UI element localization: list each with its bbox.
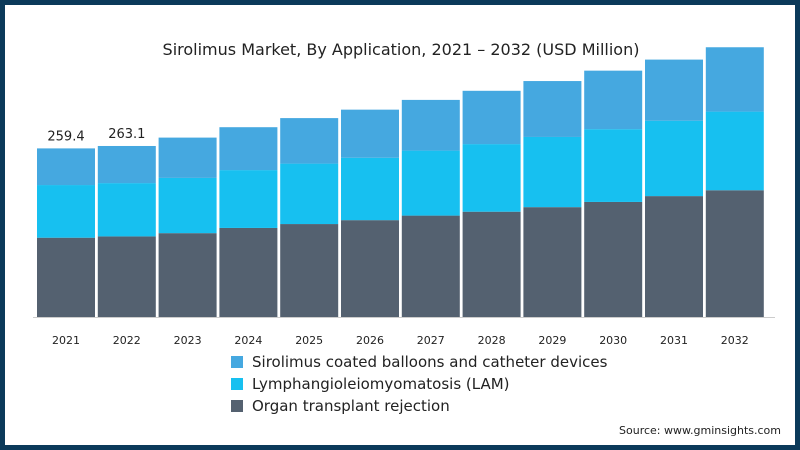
bar-2027-series-0 [401, 215, 460, 317]
bar-2022-series-2 [97, 145, 156, 184]
bar-2030-series-1 [584, 129, 643, 202]
bar-2022-series-0 [97, 236, 156, 317]
legend-label-lam: Lymphangioleiomyomatosis (LAM) [252, 375, 510, 393]
bar-2023-series-2 [158, 137, 217, 178]
bar-2031-series-2 [645, 59, 703, 121]
legend-label-transplant: Organ transplant rejection [252, 397, 450, 415]
bar-2023-series-0 [158, 233, 217, 317]
data-label-2021: 259.4 [47, 129, 84, 144]
bar-2028-series-0 [462, 211, 521, 317]
bar-2027-series-2 [401, 99, 460, 151]
bar-2029-series-1 [523, 136, 582, 208]
bar-2021-series-2 [37, 148, 95, 186]
bar-2026-series-2 [341, 109, 399, 158]
bar-2031-series-0 [645, 196, 703, 317]
chart-frame: Sirolimus Market, By Application, 2021 –… [4, 4, 796, 446]
chart-title: Sirolimus Market, By Application, 2021 –… [162, 40, 640, 59]
bar-2029-series-2 [523, 81, 582, 137]
bars-group [37, 47, 764, 317]
x-tick-2022: 2022 [113, 334, 141, 345]
x-tick-labels-group: 2021 2022 2023 2024 2025 2026 2027 2028 2029 2030… [52, 334, 749, 345]
bar-2021-series-0 [37, 237, 95, 317]
bar-2030-series-0 [584, 201, 643, 317]
legend-item-lam: Lymphangioleiomyomatosis (LAM) [231, 373, 607, 395]
x-tick-2032: 2032 [721, 334, 749, 345]
x-tick-2028: 2028 [478, 334, 506, 345]
bar-2031-series-1 [645, 120, 703, 197]
bar-2029-series-0 [523, 207, 582, 317]
legend: Sirolimus coated balloons and catheter d… [231, 351, 607, 417]
bar-2030-series-2 [584, 70, 643, 130]
bar-2032-series-1 [705, 111, 764, 191]
x-tick-2025: 2025 [295, 334, 323, 345]
legend-label-balloons: Sirolimus coated balloons and catheter d… [252, 353, 608, 371]
x-tick-2026: 2026 [356, 334, 384, 345]
bar-2025-series-0 [280, 224, 339, 317]
bar-2028-series-1 [462, 144, 521, 212]
bar-2028-series-2 [462, 90, 521, 145]
bar-2024-series-2 [219, 127, 278, 171]
bar-2021-series-1 [37, 185, 95, 238]
bar-2032-series-2 [705, 47, 764, 112]
x-tick-2029: 2029 [538, 334, 566, 345]
legend-swatch-lam [231, 378, 243, 390]
data-label-2022: 263.1 [108, 127, 145, 142]
x-tick-2031: 2031 [660, 334, 688, 345]
source-note: Source: www.gminsights.com [619, 424, 781, 437]
x-tick-2023: 2023 [174, 334, 202, 345]
x-tick-2030: 2030 [599, 334, 627, 345]
bar-2027-series-1 [401, 150, 460, 216]
data-labels-group: 259.4 263.1 [47, 127, 145, 144]
x-tick-2024: 2024 [234, 334, 262, 345]
bar-2024-series-0 [219, 227, 278, 317]
bar-2023-series-1 [158, 177, 217, 234]
bar-chart: 259.4 263.1 2021 2022 2023 2024 2025 2026 2027 2… [33, 47, 775, 345]
legend-item-balloons: Sirolimus coated balloons and catheter d… [231, 351, 607, 373]
legend-swatch-transplant [231, 400, 243, 412]
bar-2022-series-1 [97, 183, 156, 237]
x-tick-2027: 2027 [417, 334, 445, 345]
bar-2025-series-2 [280, 118, 339, 164]
legend-item-transplant: Organ transplant rejection [231, 395, 607, 417]
bar-2026-series-0 [341, 220, 399, 317]
bar-2032-series-0 [705, 190, 764, 317]
legend-swatch-balloons [231, 356, 243, 368]
bar-2025-series-1 [280, 163, 339, 225]
bar-2024-series-1 [219, 170, 278, 228]
x-tick-2021: 2021 [52, 334, 80, 345]
bar-2026-series-1 [341, 157, 399, 221]
